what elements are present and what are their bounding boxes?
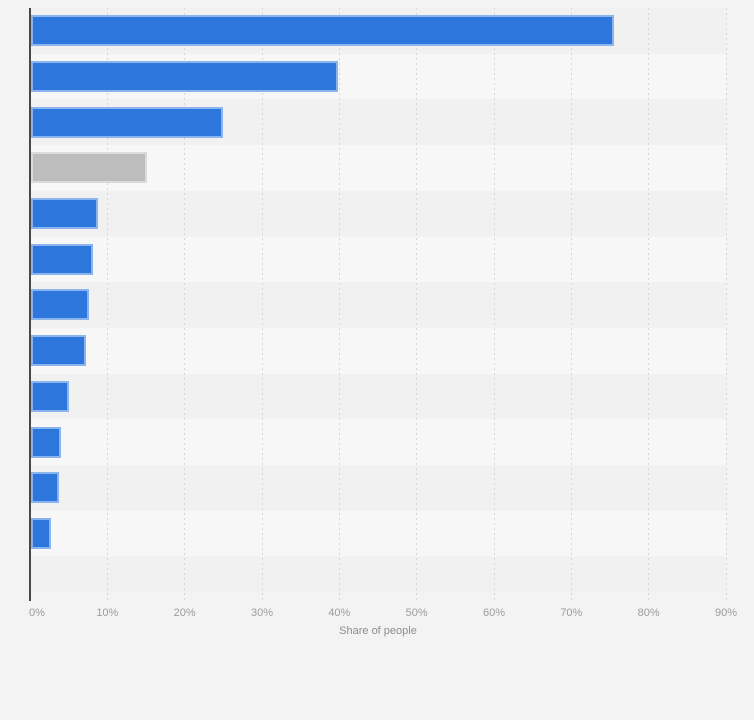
row-band: [30, 236, 726, 283]
bar: [31, 335, 86, 367]
x-axis-tick-label: 0%: [29, 607, 45, 619]
gridline: [261, 8, 263, 601]
row-band: [30, 190, 726, 237]
x-axis-tick-label: 90%: [714, 607, 738, 619]
bar: [31, 60, 338, 92]
bar: [31, 380, 70, 412]
bar: [31, 198, 99, 229]
gridline: [648, 8, 650, 601]
row-band: [30, 556, 726, 592]
gridline: [338, 8, 340, 601]
x-axis-tick-label: 60%: [482, 607, 506, 619]
bar: [31, 426, 61, 458]
x-axis-tick-label: 20%: [173, 607, 196, 619]
bar: [31, 289, 89, 321]
gridline: [570, 8, 572, 601]
x-axis-tick-label: 70%: [560, 607, 583, 619]
x-axis-tick-label: 50%: [405, 607, 428, 619]
bar: [31, 243, 94, 275]
row-band: [30, 510, 726, 557]
bar: [31, 15, 614, 47]
y-axis-line: [28, 8, 31, 601]
bar: [31, 472, 59, 504]
bar: [31, 517, 51, 549]
gridline: [106, 8, 108, 601]
x-axis-title: Share of people: [339, 625, 417, 637]
x-axis-tick-label: 40%: [328, 607, 351, 619]
x-axis-tick-label: 80%: [637, 607, 660, 619]
gridline: [184, 8, 186, 601]
bar: [31, 106, 223, 138]
row-band: [30, 282, 726, 328]
gridline: [493, 8, 495, 601]
x-axis-tick-label: 10%: [96, 607, 119, 619]
row-band: [30, 373, 726, 420]
gridline: [416, 8, 418, 601]
row-band: [30, 327, 726, 374]
row-band: [30, 465, 726, 511]
row-band: [30, 419, 726, 465]
x-axis-tick-label: 30%: [250, 607, 274, 619]
gridline: [725, 8, 727, 601]
bar: [31, 152, 147, 184]
